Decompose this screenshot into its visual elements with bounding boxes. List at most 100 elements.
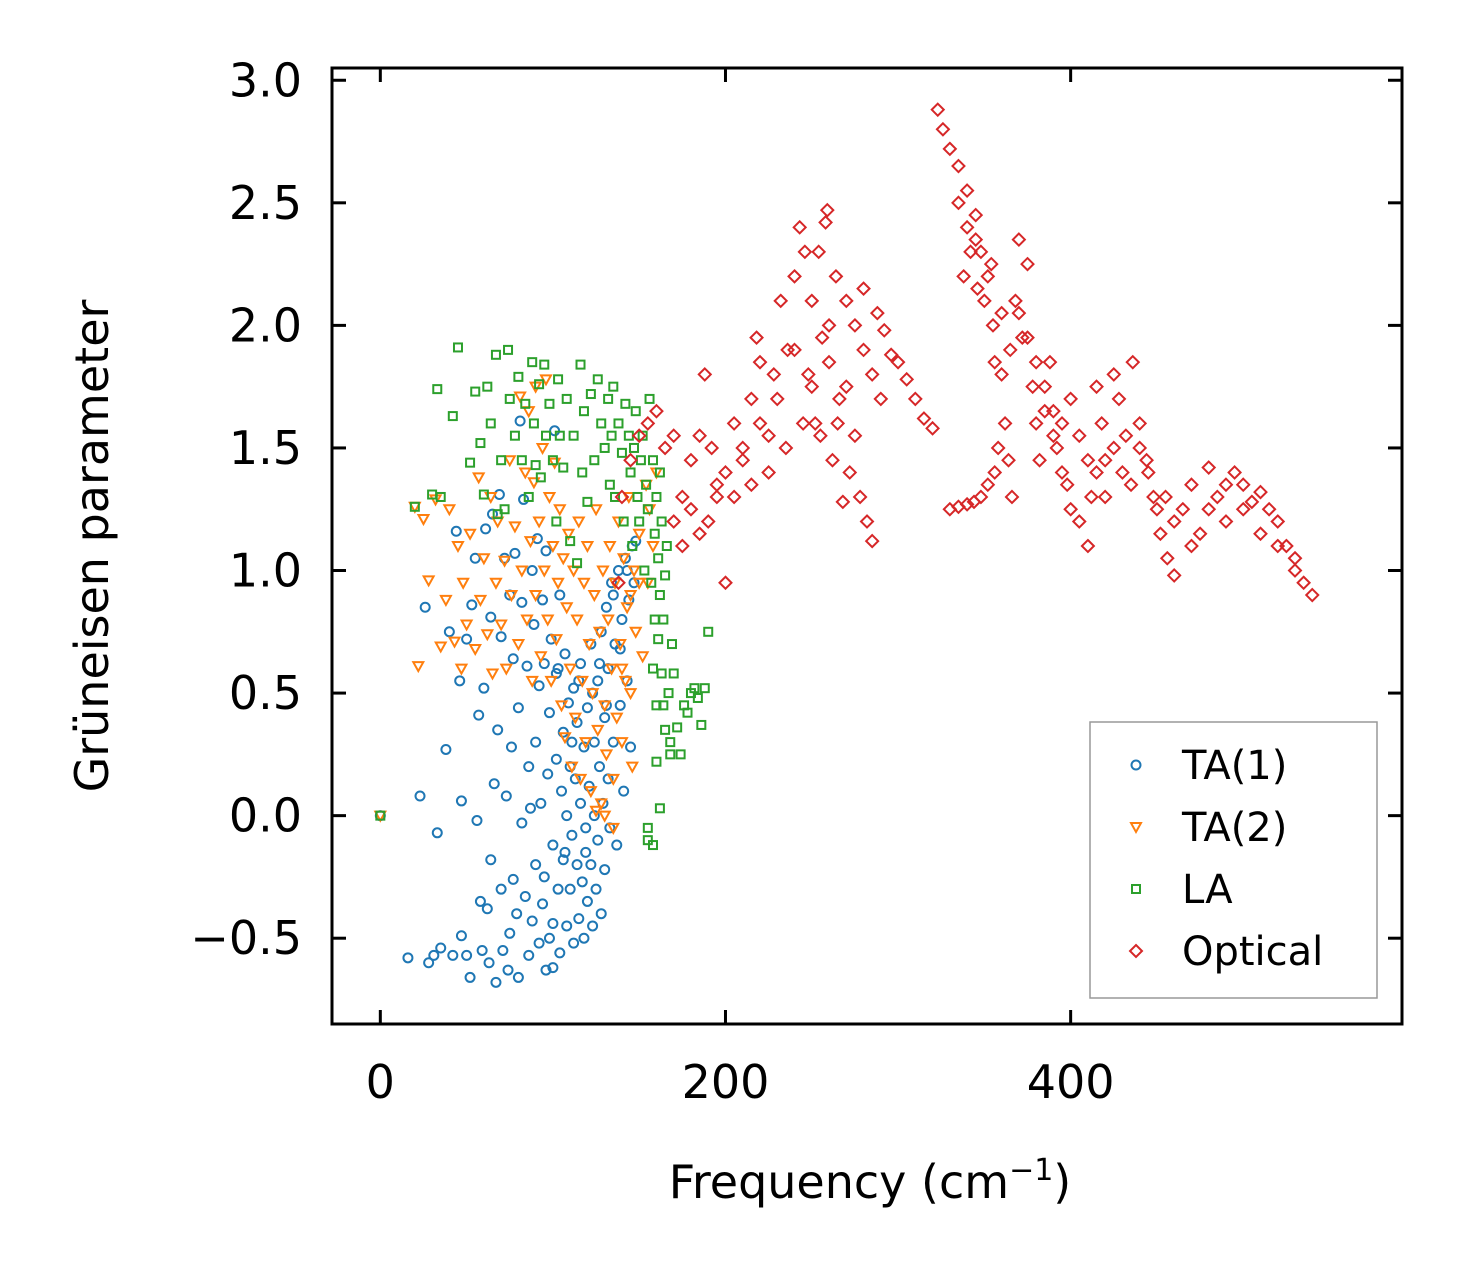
data-point	[968, 207, 984, 223]
data-point	[821, 354, 837, 370]
data-point	[599, 442, 610, 453]
series-optical	[611, 102, 1320, 603]
data-point	[625, 467, 636, 478]
data-point	[505, 741, 517, 753]
data-point	[718, 465, 733, 480]
data-point	[876, 322, 892, 338]
data-point	[599, 712, 611, 724]
data-point	[559, 648, 571, 660]
data-point	[480, 523, 492, 535]
data-point	[582, 639, 596, 652]
legend-entry: TA(2)	[1129, 805, 1287, 851]
data-point	[560, 602, 574, 615]
data-point	[527, 477, 541, 490]
data-point	[585, 859, 597, 871]
data-point	[630, 406, 641, 417]
data-point	[504, 393, 515, 404]
data-point	[607, 736, 619, 748]
data-point	[1063, 391, 1079, 407]
data-point	[1063, 501, 1079, 517]
data-point	[451, 541, 465, 554]
data-point	[554, 700, 569, 713]
data-point	[1094, 416, 1110, 431]
data-point	[550, 753, 562, 765]
data-point	[704, 440, 720, 456]
data-point	[533, 937, 545, 949]
data-point	[461, 633, 473, 645]
data-point	[1184, 477, 1199, 493]
data-point	[597, 700, 612, 713]
data-point	[916, 411, 932, 426]
data-point	[658, 614, 669, 625]
data-point	[1201, 460, 1217, 475]
data-point	[547, 455, 558, 466]
data-point	[859, 514, 875, 529]
data-point	[513, 371, 524, 382]
data-point	[535, 472, 546, 483]
y-tick-label: 2.5	[229, 176, 302, 230]
legend-entry: LA	[1131, 867, 1233, 913]
data-point	[1011, 305, 1027, 321]
data-point	[520, 398, 531, 409]
data-point	[409, 501, 420, 512]
data-point	[455, 930, 467, 942]
data-point	[1097, 489, 1113, 505]
data-point	[656, 668, 667, 679]
data-point	[648, 840, 658, 851]
data-point	[565, 536, 576, 547]
data-point	[530, 859, 542, 871]
data-point	[480, 629, 495, 642]
data-point	[773, 293, 789, 309]
data-point	[478, 682, 490, 694]
data-point	[675, 749, 686, 760]
data-point	[963, 244, 978, 260]
data-point	[419, 601, 431, 613]
data-point	[474, 895, 486, 907]
data-point	[592, 675, 604, 687]
data-point	[766, 366, 782, 382]
data-point	[761, 465, 777, 480]
data-point	[535, 442, 550, 456]
data-point	[592, 626, 607, 639]
data-point	[495, 883, 507, 895]
data-point	[615, 737, 629, 750]
legend-marker	[1128, 943, 1144, 959]
data-point	[726, 416, 742, 431]
data-point	[469, 552, 481, 564]
data-point	[935, 121, 951, 137]
data-point	[589, 805, 603, 818]
data-point	[511, 639, 526, 652]
data-point	[611, 839, 623, 851]
data-point	[985, 317, 1001, 333]
data-point	[830, 416, 846, 431]
data-point	[959, 183, 975, 198]
data-point	[620, 398, 631, 409]
data-point	[651, 756, 662, 767]
data-point	[547, 962, 559, 974]
data-point	[431, 827, 443, 839]
data-point	[611, 516, 626, 529]
data-point	[461, 949, 473, 961]
data-point	[447, 949, 459, 961]
data-point	[411, 661, 425, 674]
data-point	[1132, 416, 1148, 431]
data-point	[735, 452, 751, 468]
data-point	[811, 244, 827, 260]
data-point	[615, 663, 629, 676]
data-point	[504, 590, 519, 603]
data-point	[749, 330, 764, 346]
data-point	[807, 416, 823, 431]
data-point	[518, 467, 532, 480]
data-point	[523, 761, 535, 773]
data-point	[450, 525, 462, 537]
data-point	[575, 675, 589, 688]
data-point	[1227, 465, 1243, 480]
data-point	[485, 611, 497, 623]
data-point	[493, 489, 505, 501]
data-point	[618, 675, 633, 688]
data-point	[646, 577, 657, 588]
data-point	[812, 428, 828, 444]
data-point	[623, 430, 634, 441]
data-point	[951, 158, 966, 174]
